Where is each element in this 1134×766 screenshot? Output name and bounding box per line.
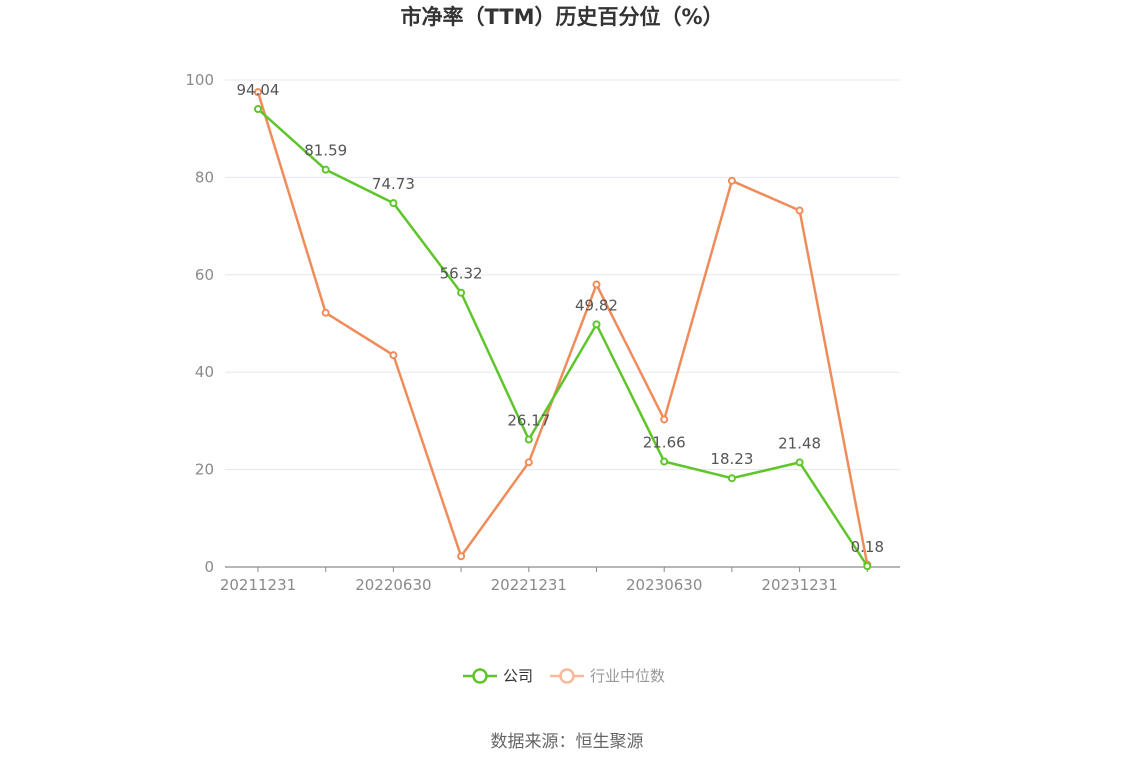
point-company — [797, 459, 803, 465]
legend-item-company[interactable]: 公司 — [463, 667, 533, 685]
point-company — [729, 475, 735, 481]
data-source: 数据来源：恒生聚源 — [491, 732, 644, 752]
point-industry — [526, 459, 532, 465]
legend-marker-company — [474, 670, 487, 683]
chart-title: 市净率（TTM）历史百分位（%） — [400, 5, 723, 29]
data-label: 21.66 — [643, 434, 686, 452]
point-industry — [594, 282, 600, 288]
legend[interactable]: 公司 行业中位数 — [463, 667, 665, 685]
data-label: 26.17 — [507, 412, 550, 430]
point-industry — [390, 352, 396, 358]
x-tick-label: 20221231 — [491, 576, 567, 594]
point-company — [255, 106, 261, 112]
grid — [225, 80, 900, 470]
point-company — [661, 459, 667, 465]
axes: 0 20 40 60 80 100 20211231 20220630 20221231 2023… — [185, 71, 900, 594]
point-industry — [661, 416, 667, 422]
data-label: 56.32 — [440, 265, 483, 283]
x-tick-label: 20231231 — [761, 576, 837, 594]
y-tick-label: 0 — [204, 558, 214, 576]
y-tick-label: 60 — [195, 266, 214, 284]
point-company — [390, 200, 396, 206]
legend-label-company: 公司 — [503, 667, 533, 685]
data-label: 18.23 — [710, 450, 753, 468]
x-tick-label: 20211231 — [220, 576, 296, 594]
legend-marker-industry — [561, 670, 574, 683]
point-company — [526, 437, 532, 443]
y-tick-label: 80 — [195, 168, 214, 186]
data-label: 49.82 — [575, 296, 618, 314]
data-label: 94.04 — [237, 81, 280, 99]
data-label: 81.59 — [304, 142, 347, 160]
legend-label-industry: 行业中位数 — [590, 667, 665, 685]
point-company — [594, 321, 600, 327]
point-company — [458, 290, 464, 296]
point-industry — [458, 553, 464, 559]
x-tick-label: 20230630 — [626, 576, 702, 594]
y-tick-label: 20 — [195, 461, 214, 479]
y-tick-label: 100 — [185, 71, 214, 89]
y-tick-label: 40 — [195, 363, 214, 381]
data-label: 74.73 — [372, 175, 415, 193]
series — [255, 89, 870, 569]
point-industry — [729, 178, 735, 184]
point-industry — [323, 310, 329, 316]
point-company — [323, 167, 329, 173]
x-tick-label: 20220630 — [355, 576, 431, 594]
point-company — [864, 563, 870, 569]
data-label: 0.18 — [851, 538, 884, 556]
series-line-industry — [258, 92, 867, 564]
data-label: 21.48 — [778, 434, 821, 452]
legend-item-industry[interactable]: 行业中位数 — [550, 667, 665, 685]
point-industry — [797, 208, 803, 214]
